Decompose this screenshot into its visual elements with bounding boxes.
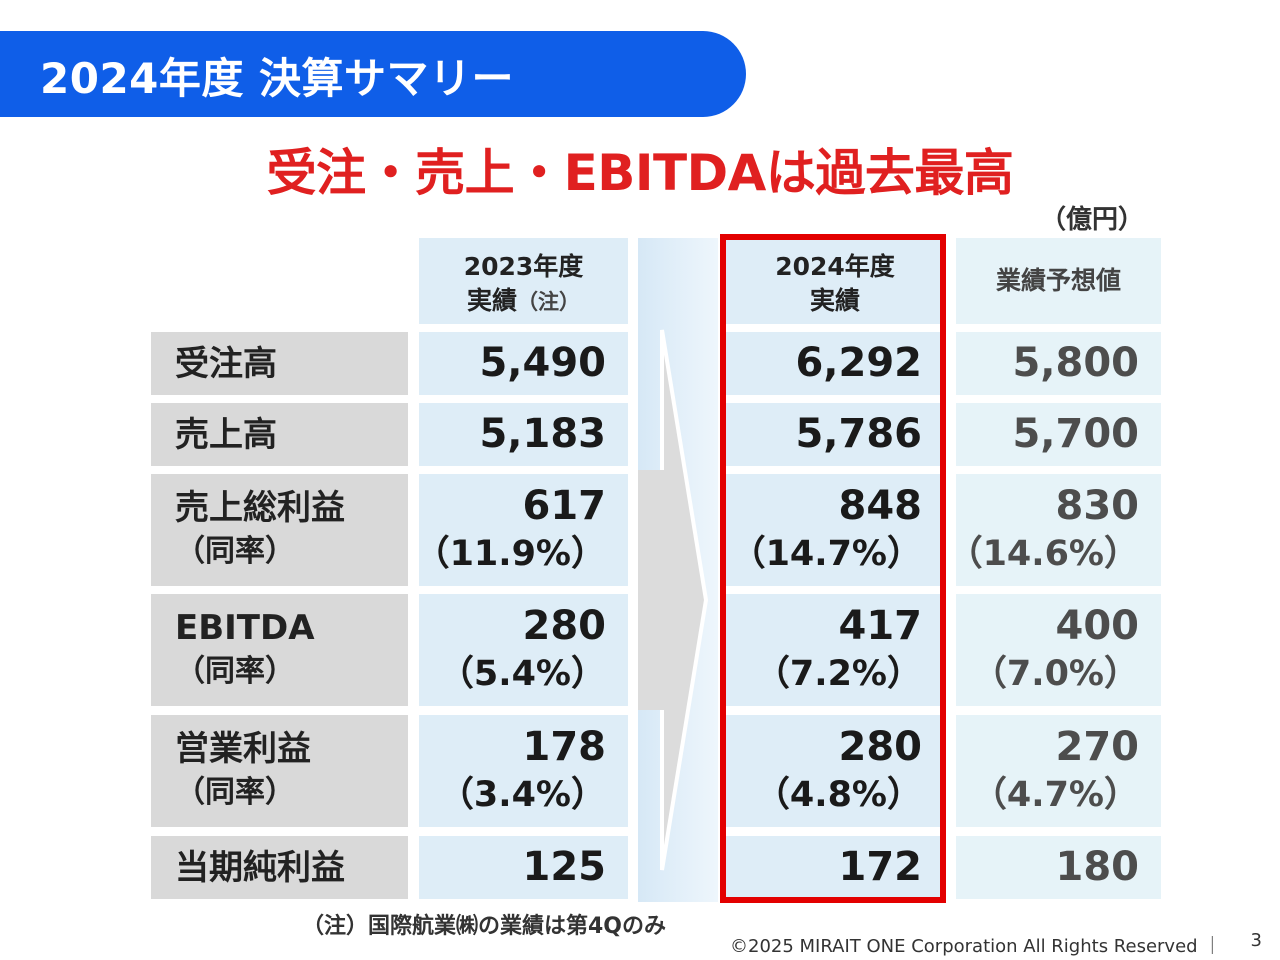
percent: （14.7%） [730,534,922,574]
value: 125 [522,844,607,890]
value: 5,800 [1012,340,1139,386]
value: 5,700 [1012,411,1139,457]
row-label-text: EBITDA [175,608,315,648]
row-label-text: 売上総利益 [175,488,345,528]
copyright: ©2025 MIRAIT ONE Corporation All Rights … [730,936,1222,957]
cell-net-income-forecast: 180 [956,836,1161,899]
unit-label: （億円） [1039,205,1144,235]
row-label-text: 当期純利益 [175,848,345,888]
row-label-text: 受注高 [175,344,277,384]
value: 178 [522,724,607,770]
value: 6,292 [795,340,922,386]
value: 830 [1055,483,1140,529]
value: 5,183 [479,411,606,457]
cell-orders-fy2023: 5,490 [419,332,628,395]
cell-gross-profit-fy2023: 617 （11.9%） [415,474,628,586]
value: 5,786 [795,411,922,457]
header-fy2024-line2: 実績 [809,286,860,315]
title-bar: 2024年度 決算サマリー [0,31,746,117]
header-fy2023-line2: 実績 [466,286,517,315]
row-sublabel-text: （同率） [175,775,295,810]
cell-orders-fy2024: 6,292 [726,332,944,395]
header-forecast-line1: 業績予想値 [995,266,1121,295]
cell-gross-profit-forecast: 830 （14.6%） [948,474,1161,586]
column-header-forecast: 業績予想値 [956,238,1161,324]
percent: （14.6%） [947,534,1139,574]
row-sublabel-text: （同率） [175,654,295,689]
cell-net-income-fy2024: 172 [726,836,944,899]
percent: （7.2%） [754,654,922,694]
value: 270 [1055,724,1140,770]
cell-gross-profit-fy2024: 848 （14.7%） [726,474,944,586]
value: 180 [1055,844,1140,890]
page-number: 3 [1250,930,1262,951]
percent: （5.4%） [438,654,606,694]
header-fy2023-line1: 2023年度 [463,252,584,281]
value: 417 [838,603,923,649]
row-label-operating-profit: 営業利益 （同率） [151,715,408,827]
cell-operating-profit-fy2024: 280 （4.8%） [726,715,944,827]
row-label-sales: 売上高 [151,403,408,466]
page-title: 2024年度 決算サマリー [40,54,515,103]
row-label-text: 営業利益 [175,729,311,769]
value: 617 [522,483,607,529]
percent: （4.7%） [971,775,1139,815]
cell-orders-forecast: 5,800 [956,332,1161,395]
percent: （4.8%） [754,775,922,815]
cell-sales-fy2023: 5,183 [419,403,628,466]
value: 400 [1055,603,1140,649]
arrow-right-icon [638,238,718,902]
row-label-ebitda: EBITDA （同率） [151,594,408,706]
value: 172 [838,844,923,890]
value: 848 [838,483,923,529]
row-label-net-income: 当期純利益 [151,836,408,899]
row-sublabel-text: （同率） [175,534,295,569]
row-label-text: 売上高 [175,415,277,455]
value: 280 [522,603,607,649]
row-label-orders: 受注高 [151,332,408,395]
value: 5,490 [479,340,606,386]
cell-ebitda-fy2024: 417 （7.2%） [726,594,944,706]
cell-net-income-fy2023: 125 [419,836,628,899]
cell-operating-profit-forecast: 270 （4.7%） [956,715,1161,827]
percent: （7.0%） [971,654,1139,694]
cell-ebitda-forecast: 400 （7.0%） [956,594,1161,706]
cell-sales-forecast: 5,700 [956,403,1161,466]
column-header-fy2024: 2024年度 実績 [726,238,944,324]
header-fy2023-note: （注） [517,290,580,314]
value: 280 [838,724,923,770]
cell-ebitda-fy2023: 280 （5.4%） [419,594,628,706]
row-label-gross-profit: 売上総利益 （同率） [151,474,408,586]
headline: 受注・売上・EBITDAは過去最高 [266,144,1014,202]
percent: （3.4%） [438,775,606,815]
percent: （11.9%） [414,534,606,574]
cell-sales-fy2024: 5,786 [726,403,944,466]
column-header-fy2023: 2023年度 実績（注） [419,238,628,324]
cell-operating-profit-fy2023: 178 （3.4%） [419,715,628,827]
footnote: （注）国際航業㈱の業績は第4Qのみ [302,914,667,939]
header-fy2024-line1: 2024年度 [775,252,895,281]
